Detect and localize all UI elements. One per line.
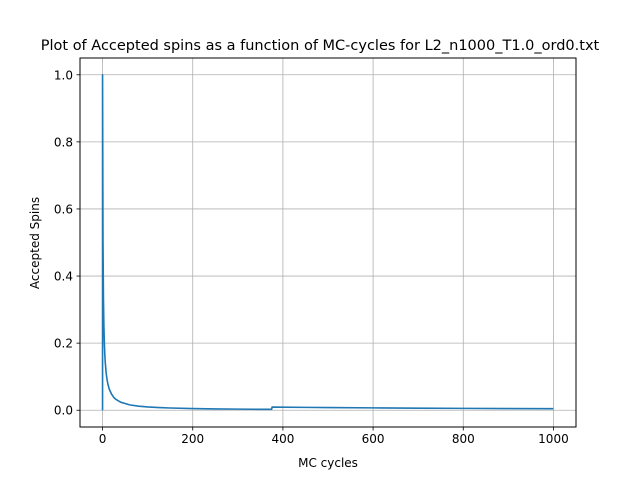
chart-title: Plot of Accepted spins as a function of …	[41, 38, 600, 54]
y-tick-label: 0.6	[54, 202, 73, 216]
x-tick-label: 0	[99, 432, 107, 446]
x-tick-label: 400	[271, 432, 294, 446]
tick-layer: 0 200 400 600 800 1000 0.0 0.2 0.4 0.6 0.8 1.0	[54, 68, 569, 446]
y-tick-label: 0.0	[54, 404, 73, 418]
y-tick-label: 0.4	[54, 270, 73, 284]
x-tick-label: 1000	[538, 432, 569, 446]
y-tick-label: 0.8	[54, 135, 73, 149]
x-tick-label: 800	[452, 432, 475, 446]
x-axis-label: MC cycles	[298, 456, 358, 470]
line-layer	[101, 73, 554, 411]
y-axis-label: Accepted Spins	[28, 197, 42, 289]
x-tick-label: 600	[362, 432, 385, 446]
grid-layer	[80, 58, 576, 427]
y-tick-label: 0.2	[54, 337, 73, 351]
series-line	[101, 73, 554, 411]
y-tick-label: 1.0	[54, 68, 73, 82]
x-tick-label: 200	[181, 432, 204, 446]
axes-frame	[79, 57, 577, 428]
